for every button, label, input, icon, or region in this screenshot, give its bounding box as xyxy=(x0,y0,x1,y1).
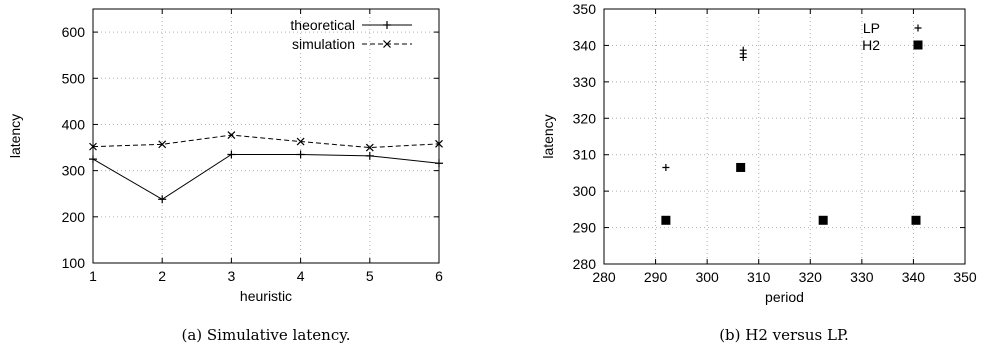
data-point-simulation xyxy=(435,139,443,148)
legend-marker-LP xyxy=(914,24,922,32)
data-point-simulation xyxy=(89,142,97,151)
data-point-theoretical xyxy=(89,155,97,164)
series-line-theoretical xyxy=(92,153,440,200)
chart-h2-versus-lp: 280 290 300 310 320 330 340 350 280 290 300 310 320 3… xyxy=(540,1,977,344)
y-tick-label: 280 xyxy=(573,256,597,272)
y-tick-label: 600 xyxy=(62,24,86,40)
x-tick-label: 280 xyxy=(592,269,616,285)
x-tick-label: 1 xyxy=(89,268,97,284)
x-axis-title: heuristic xyxy=(240,288,292,304)
legend-label-H2: H2 xyxy=(862,37,880,53)
data-point-theoretical xyxy=(365,151,374,160)
legend: theoretical simulation xyxy=(290,17,412,52)
y-tick-label: 320 xyxy=(573,110,597,126)
data-point-theoretical xyxy=(158,195,167,204)
data-point-LP xyxy=(662,163,670,171)
data-point-H2 xyxy=(911,215,921,225)
chart-simulative-latency: 1 2 3 4 5 6 100 200 300 400 500 600 heuristic latency… xyxy=(7,8,443,344)
x-tick-label: 5 xyxy=(366,268,374,284)
legend-label-theoretical: theoretical xyxy=(290,17,355,33)
data-point-H2 xyxy=(736,162,746,172)
legend-marker-simulation xyxy=(383,40,391,48)
y-tick-label: 300 xyxy=(573,183,597,199)
y-tick-label: 400 xyxy=(62,116,86,132)
data-point-H2 xyxy=(818,215,828,225)
x-tick-label: 6 xyxy=(435,268,443,284)
y-tick-label: 500 xyxy=(62,70,86,86)
data-point-simulation xyxy=(227,131,236,140)
x-tick-label: 350 xyxy=(953,269,977,285)
x-tick-label: 340 xyxy=(902,269,926,285)
x-axis-title: period xyxy=(765,289,804,305)
y-tick-label: 300 xyxy=(62,163,86,179)
data-point-simulation xyxy=(158,140,167,149)
x-tick-label: 290 xyxy=(644,269,668,285)
y-tick-label: 100 xyxy=(62,255,86,271)
x-tick-label: 310 xyxy=(747,269,771,285)
y-axis-title: latency xyxy=(7,114,23,158)
x-tick-label: 4 xyxy=(297,268,305,284)
data-point-simulation xyxy=(365,143,374,152)
figure-caption: (a) Simulative latency. xyxy=(181,326,350,344)
data-point-H2 xyxy=(661,215,671,225)
legend-marker-H2 xyxy=(913,40,923,50)
legend-label-simulation: simulation xyxy=(292,36,355,52)
x-tick-label: 3 xyxy=(228,268,236,284)
data-point-theoretical xyxy=(296,150,305,159)
x-tick-label: 320 xyxy=(799,269,823,285)
y-tick-label: 350 xyxy=(573,1,597,17)
y-tick-label: 340 xyxy=(573,37,597,53)
data-point-theoretical xyxy=(435,159,443,168)
data-point-theoretical xyxy=(227,150,236,159)
y-tick-label: 310 xyxy=(573,147,597,163)
legend-marker-theoretical xyxy=(383,21,391,29)
x-tick-label: 300 xyxy=(695,269,719,285)
y-axis-title: latency xyxy=(540,114,556,158)
x-tick-label: 2 xyxy=(158,268,166,284)
y-tick-label: 200 xyxy=(62,209,86,225)
figure-caption: (b) H2 versus LP. xyxy=(719,326,849,344)
data-point-LP xyxy=(739,46,747,54)
legend-label-LP: LP xyxy=(863,20,880,36)
plot-frame xyxy=(603,8,966,265)
series-line-simulation xyxy=(92,134,440,149)
plot-frame xyxy=(92,8,440,264)
x-tick-label: 330 xyxy=(850,269,874,285)
data-point-simulation xyxy=(296,137,305,146)
y-tick-label: 290 xyxy=(573,220,597,236)
y-tick-label: 330 xyxy=(573,74,597,90)
